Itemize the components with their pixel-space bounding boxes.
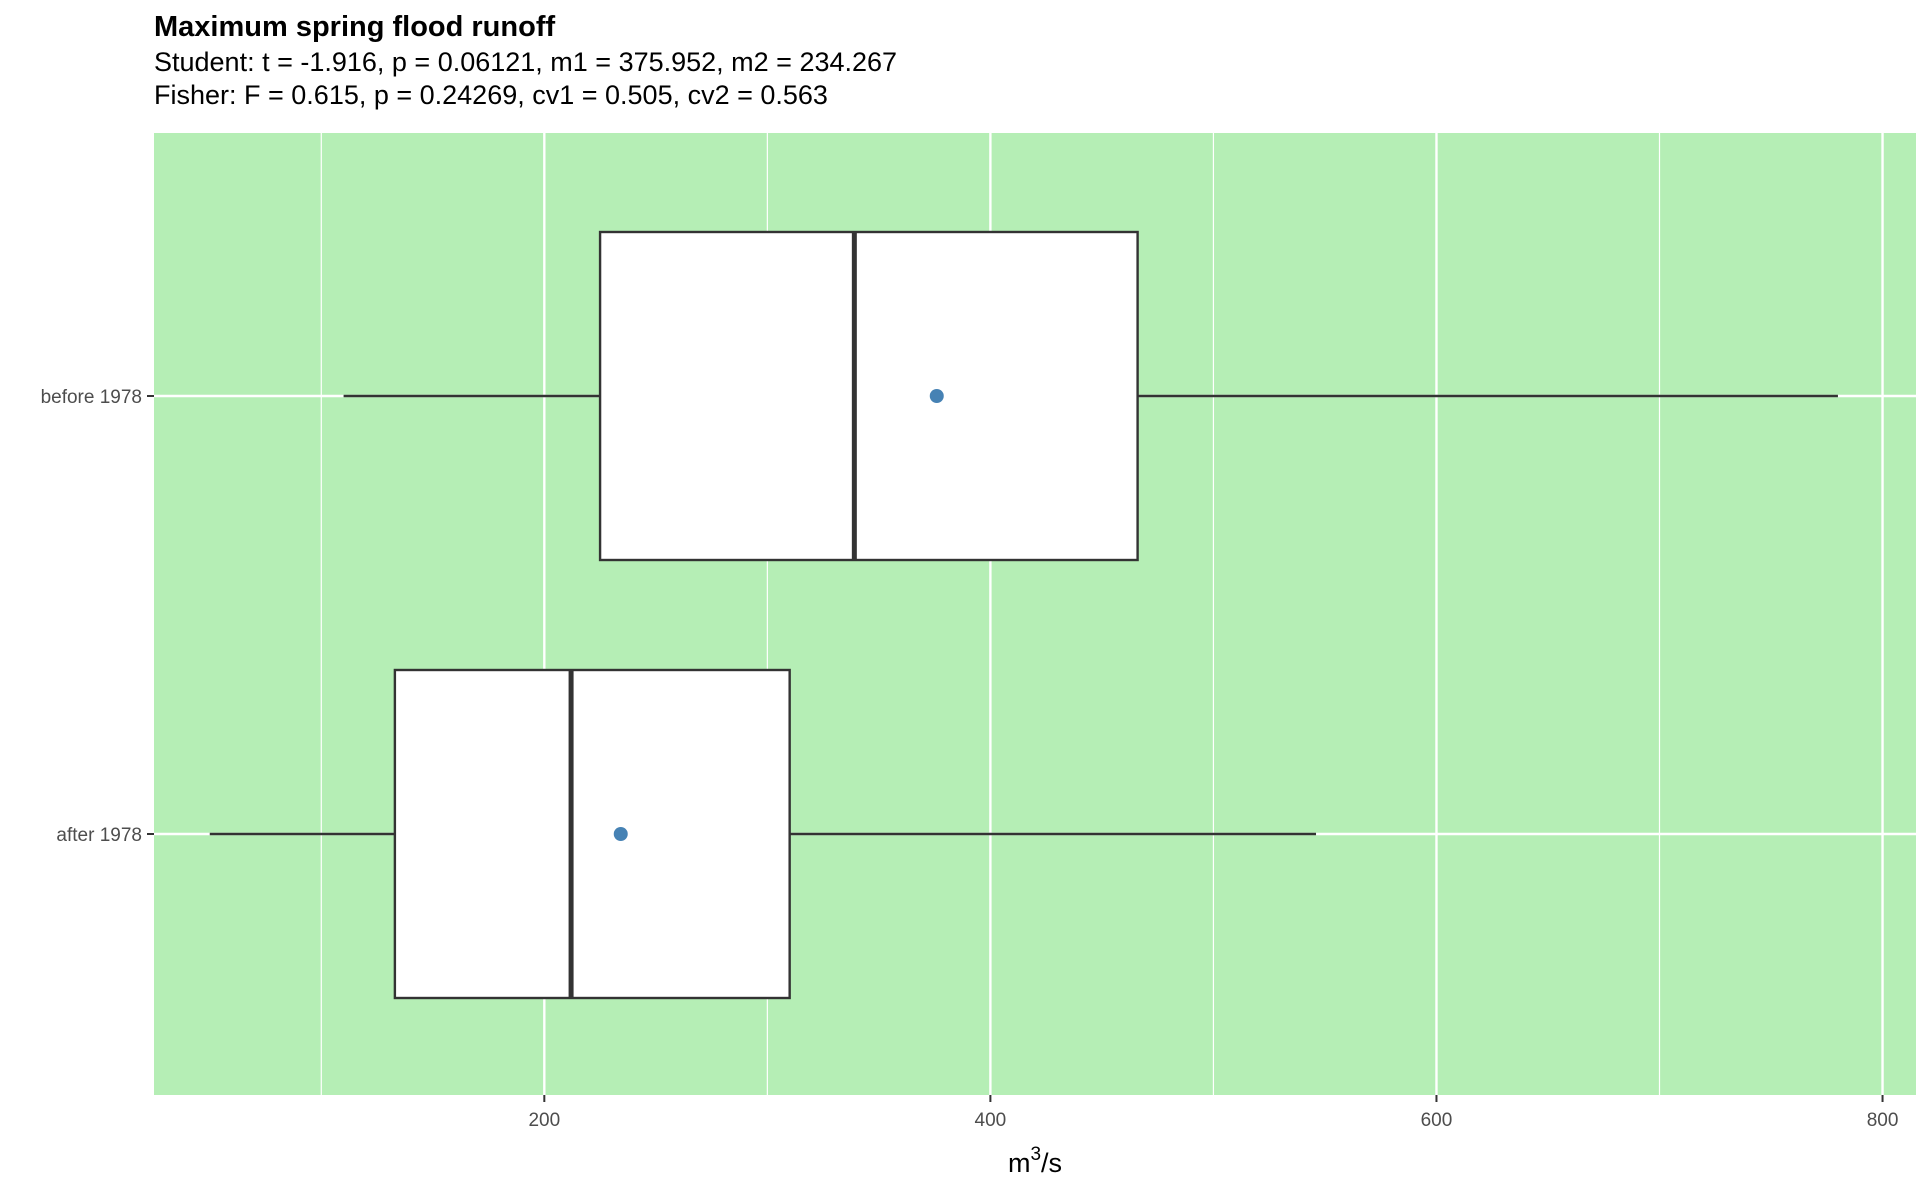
chart-title: Maximum spring flood runoff	[154, 11, 556, 43]
x-tick-label: 200	[528, 1110, 560, 1131]
x-tick-label: 600	[1421, 1110, 1453, 1131]
chart-subtitle-line-1: Student: t = -1.916, p = 0.06121, m1 = 3…	[154, 47, 898, 77]
box-iqr	[393, 668, 791, 1000]
y-tick-label: before 1978	[41, 387, 142, 408]
x-tick-label: 400	[975, 1110, 1007, 1131]
x-axis-title: m3/s	[1008, 1144, 1062, 1178]
mean-point	[613, 827, 628, 841]
box-iqr	[598, 230, 1139, 562]
chart-subtitle-line-2: Fisher: F = 0.615, p = 0.24269, cv1 = 0.…	[154, 80, 828, 110]
mean-point	[929, 389, 944, 403]
x-tick-label: 800	[1867, 1110, 1899, 1131]
y-tick-label: after 1978	[56, 825, 142, 846]
title-block: Maximum spring flood runoff Student: t =…	[154, 8, 897, 112]
